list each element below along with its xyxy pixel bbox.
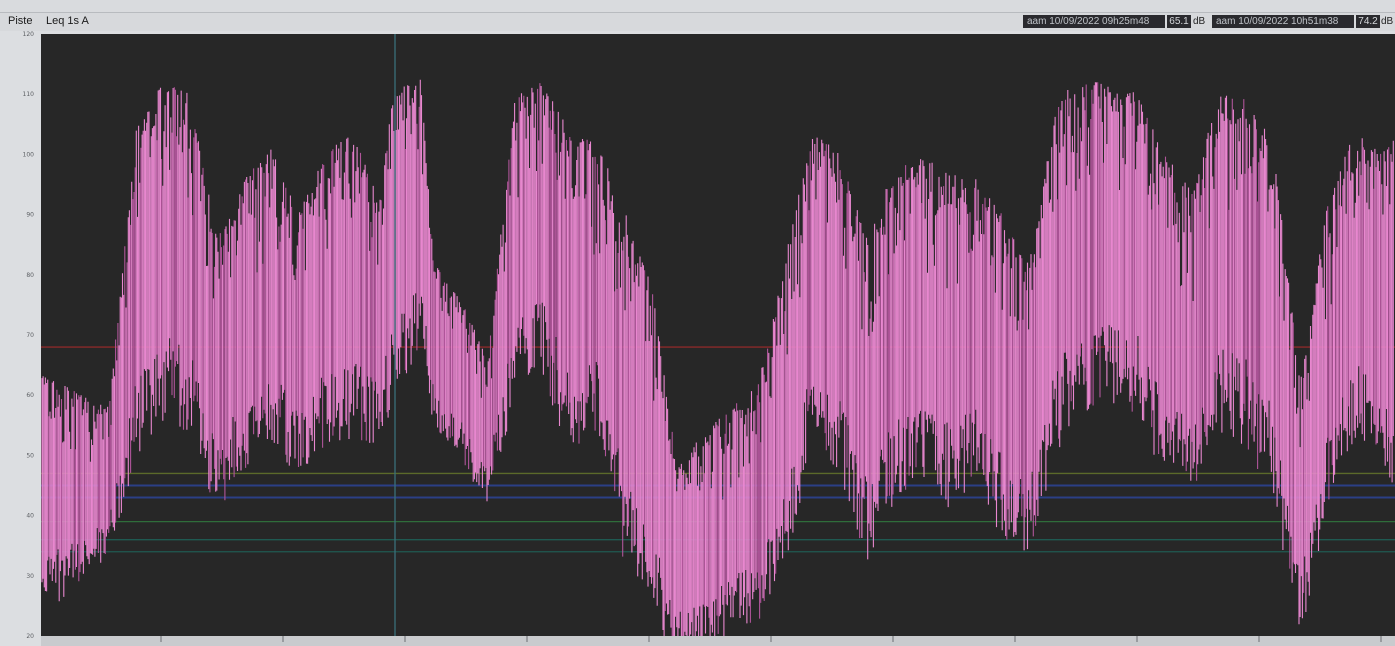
plot-area[interactable]: 20 30 40 50 60 70 80 90 100 110 120 <box>0 31 1395 646</box>
cursor1-readout: aam 10/09/2022 09h25m48 <box>1023 15 1165 28</box>
cursor2-unit: dB <box>1381 16 1394 27</box>
y-tick-label: 50 <box>26 452 34 459</box>
y-tick-label: 110 <box>23 91 35 98</box>
cursor1-value: 65.1 <box>1167 15 1191 28</box>
x-axis-ticks <box>160 636 1382 642</box>
chart-title-measure: Leq 1s A <box>46 15 89 27</box>
y-tick-label: 120 <box>23 31 35 38</box>
y-tick-label: 90 <box>26 212 34 219</box>
y-tick-label: 60 <box>26 392 34 399</box>
y-tick-label: 40 <box>26 513 34 520</box>
level-trace <box>41 79 1394 636</box>
y-tick-label: 100 <box>23 151 35 158</box>
y-tick-label: 80 <box>26 272 34 279</box>
y-tick-label: 70 <box>26 332 34 339</box>
y-axis: 20 30 40 50 60 70 80 90 100 110 120 <box>23 31 35 640</box>
chart-title-left: Piste <box>8 15 33 27</box>
chart-header: Piste Leq 1s A aam 10/09/2022 09h25m48 6… <box>0 12 1395 32</box>
cursor2-readout: aam 10/09/2022 10h51m38 <box>1212 15 1354 28</box>
level-chart[interactable]: 20 30 40 50 60 70 80 90 100 110 120 <box>0 31 1395 646</box>
y-tick-label: 20 <box>26 633 34 640</box>
y-tick-label: 30 <box>26 573 34 580</box>
x-axis-strip <box>41 636 1395 646</box>
cursor1-unit: dB <box>1193 16 1206 27</box>
cursor2-value: 74.2 <box>1356 15 1380 28</box>
